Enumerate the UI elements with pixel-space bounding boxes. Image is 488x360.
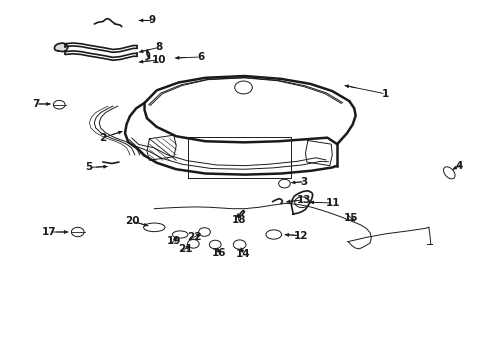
Text: 18: 18 [231,215,245,225]
Text: 21: 21 [178,244,192,254]
Text: 16: 16 [211,248,226,258]
Text: 14: 14 [236,248,250,258]
Text: 15: 15 [343,213,357,222]
Text: 12: 12 [293,231,307,240]
Text: 3: 3 [300,177,307,187]
Text: 17: 17 [42,227,57,237]
Text: 8: 8 [155,42,163,52]
Text: 13: 13 [296,195,310,205]
Text: 5: 5 [84,162,92,172]
Text: 1: 1 [382,89,389,99]
Polygon shape [54,43,68,51]
Text: 19: 19 [166,236,181,246]
Text: 7: 7 [32,99,40,109]
Text: 11: 11 [325,198,340,208]
Text: 22: 22 [187,232,202,242]
Text: 9: 9 [148,15,155,26]
Text: 20: 20 [125,216,139,226]
Text: 10: 10 [152,55,166,65]
Text: 6: 6 [197,52,204,62]
Text: 4: 4 [454,161,462,171]
Text: 2: 2 [99,133,106,143]
